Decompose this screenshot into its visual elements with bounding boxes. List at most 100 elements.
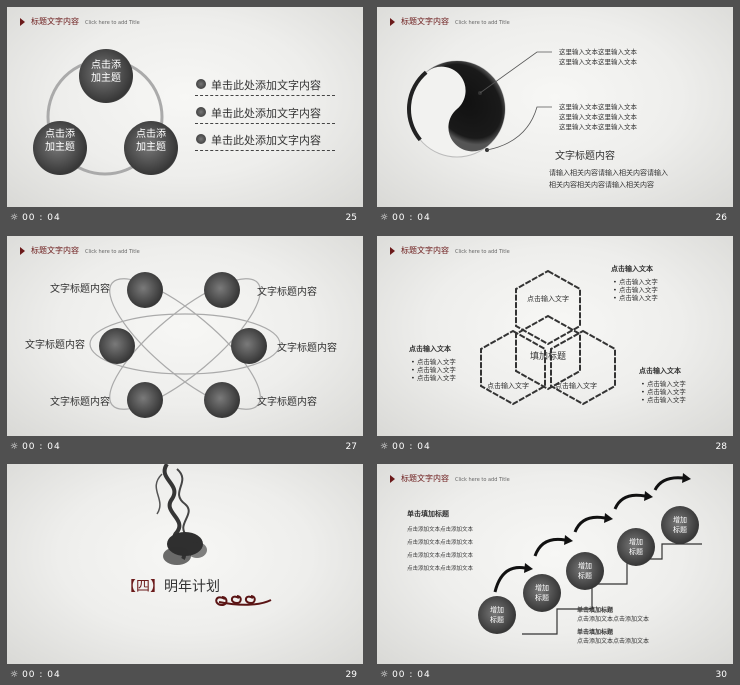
circle-label: 点击添 加主题 <box>45 129 75 153</box>
node-label: 文字标题内容 <box>257 287 317 298</box>
header-triangle-icon <box>20 17 25 26</box>
text-line: 点击添加文本点击添加文本 <box>407 527 474 533</box>
node-label: 文字标题内容 <box>50 397 110 408</box>
slide-info-bar: ☼ 00 : 04 25 <box>7 207 363 228</box>
group-item: 点击输入文字 <box>618 294 658 302</box>
ink-circle <box>566 552 604 590</box>
header-title: 标题文字内容 <box>31 246 79 255</box>
slide-thumb-30[interactable]: 标题文字内容 Click here to add Title 单击填加标题 点击… <box>377 464 733 685</box>
slide-canvas: 标题文字内容 Click here to add Title 这里输入文本这里输… <box>377 7 733 207</box>
slide-thumb-29[interactable]: 【四】明年计划 ☼ 00 : 04 29 <box>7 464 363 685</box>
section-number: 【四】 <box>122 579 164 595</box>
slide-duration: 00 : 04 <box>22 212 61 223</box>
header-subtitle: Click here to add Title <box>85 249 140 255</box>
ink-circle <box>478 596 516 634</box>
camera-icon: ☼ <box>10 212 20 223</box>
text-line: 这里输入文本这里输入文本 <box>559 103 637 111</box>
text-line: 这里输入文本这里输入文本 <box>559 113 637 121</box>
slide-canvas: 标题文字内容 Click here to add Title 点击输入文字 填加… <box>377 236 733 436</box>
node-label: 文字标题内容 <box>50 284 110 295</box>
block-text: 点击添加文本点击添加文本 点击添加文本点击添加文本 点击添加文本点击添加文本 点… <box>407 524 473 576</box>
step-label: 增加 标题 <box>673 516 687 534</box>
ink-circle <box>231 328 267 364</box>
ink-circle <box>127 382 163 418</box>
slide-thumb-28[interactable]: 标题文字内容 Click here to add Title 点击输入文字 填加… <box>377 236 733 457</box>
text-line: 这里输入文本这里输入文本 <box>559 58 637 66</box>
camera-icon: ☼ <box>380 212 390 223</box>
header-subtitle: Click here to add Title <box>455 477 510 483</box>
group-list: • 点击输入文字 • 点击输入文字 • 点击输入文字 <box>411 358 456 382</box>
yin-yang-graphic <box>407 51 552 158</box>
atom-orbits <box>89 278 281 410</box>
text-line: 这里输入文本这里输入文本 <box>559 48 637 56</box>
slide-canvas: 标题文字内容 Click here to add Title 文字标题内容 文字… <box>7 236 363 436</box>
group-title: 点击输入文本 <box>611 265 653 273</box>
header-triangle-icon <box>390 246 395 255</box>
body-text: 请输入相关内容请输入相关内容请输入 相关内容相关内容请输入相关内容 <box>549 167 668 191</box>
slide-thumb-25[interactable]: 标题文字内容 Click here to add Title 点击添 加主题 点击… <box>7 7 363 228</box>
bullet-dot-icon <box>196 107 206 117</box>
list-item: 单击此处添加文字内容 <box>211 107 321 120</box>
header-triangle-icon <box>390 17 395 26</box>
bullet-dot-icon <box>196 134 206 144</box>
sub-block: 单击填加标题 点击添加文本点击添加文本 <box>577 606 649 624</box>
slide-header: 标题文字内容 Click here to add Title <box>390 16 510 27</box>
sub-line: 点击添加文本点击添加文本 <box>577 638 650 645</box>
bullet-dot-icon <box>196 79 206 89</box>
group-item: 点击输入文字 <box>646 396 686 404</box>
group-item: 点击输入文字 <box>646 388 686 396</box>
slide-number: 25 <box>345 212 357 223</box>
slide-duration: 00 : 04 <box>22 669 61 680</box>
group-item: 点击输入文字 <box>416 366 456 374</box>
group-title: 点击输入文本 <box>409 345 451 353</box>
point-group: 点击输入文本 • 点击输入文字 • 点击输入文字 • 点击输入文字 <box>639 366 686 404</box>
header-title: 标题文字内容 <box>31 17 79 26</box>
section-title: 【四】明年计划 <box>122 576 220 596</box>
header-triangle-icon <box>390 474 395 483</box>
sub-title: 单击填加标题 <box>577 607 614 614</box>
slide-number: 30 <box>715 669 727 680</box>
hexagon-diagram <box>480 269 616 406</box>
step-label: 增加 标题 <box>578 562 592 580</box>
header-subtitle: Click here to add Title <box>455 249 510 255</box>
slide-thumb-27[interactable]: 标题文字内容 Click here to add Title 文字标题内容 文字… <box>7 236 363 457</box>
point-group: 点击输入文本 • 点击输入文字 • 点击输入文字 • 点击输入文字 <box>611 264 658 302</box>
text-block: 这里输入文本这里输入文本 这里输入文本这里输入文本 这里输入文本这里输入文本 <box>559 102 637 132</box>
section-heading: 文字标题内容 <box>555 151 615 162</box>
hex-label: 点击输入文字 <box>555 382 597 390</box>
slide-canvas: 标题文字内容 Click here to add Title 单击填加标题 点击… <box>377 464 733 664</box>
group-list: • 点击输入文字 • 点击输入文字 • 点击输入文字 <box>641 380 686 404</box>
node-label: 文字标题内容 <box>25 340 85 351</box>
slide-duration: 00 : 04 <box>22 441 61 452</box>
ink-circle <box>127 272 163 308</box>
slide-duration: 00 : 04 <box>392 669 431 680</box>
text-block: 这里输入文本这里输入文本 这里输入文本这里输入文本 <box>559 47 637 67</box>
slide-duration: 00 : 04 <box>392 212 431 223</box>
group-item: 点击输入文字 <box>646 380 686 388</box>
header-triangle-icon <box>20 246 25 255</box>
hex-label: 点击输入文字 <box>527 295 569 303</box>
camera-icon: ☼ <box>380 669 390 680</box>
slide-thumb-26[interactable]: 标题文字内容 Click here to add Title 这里输入文本这里输… <box>377 7 733 228</box>
node-label: 文字标题内容 <box>277 343 337 354</box>
circle-label: 点击添 加主题 <box>91 60 121 84</box>
slide-info-bar: ☼ 00 : 04 29 <box>7 664 363 685</box>
text-line: 点击添加文本点击添加文本 <box>407 540 474 546</box>
group-title: 点击输入文本 <box>639 367 681 375</box>
header-title: 标题文字内容 <box>401 474 449 483</box>
divider <box>195 95 335 96</box>
group-item: 点击输入文字 <box>618 286 658 294</box>
header-subtitle: Click here to add Title <box>455 20 510 26</box>
hex-label: 点击输入文字 <box>487 382 529 390</box>
header-subtitle: Click here to add Title <box>85 20 140 26</box>
group-item: 点击输入文字 <box>416 374 456 382</box>
ink-circle <box>204 382 240 418</box>
slide-canvas: 【四】明年计划 <box>7 464 363 664</box>
header-title: 标题文字内容 <box>401 17 449 26</box>
slide-duration: 00 : 04 <box>392 441 431 452</box>
slide-number: 26 <box>715 212 727 223</box>
slide-header: 标题文字内容 Click here to add Title <box>20 245 140 256</box>
slide-number: 29 <box>345 669 357 680</box>
circle-label: 点击添 加主题 <box>136 129 166 153</box>
group-list: • 点击输入文字 • 点击输入文字 • 点击输入文字 <box>613 278 658 302</box>
